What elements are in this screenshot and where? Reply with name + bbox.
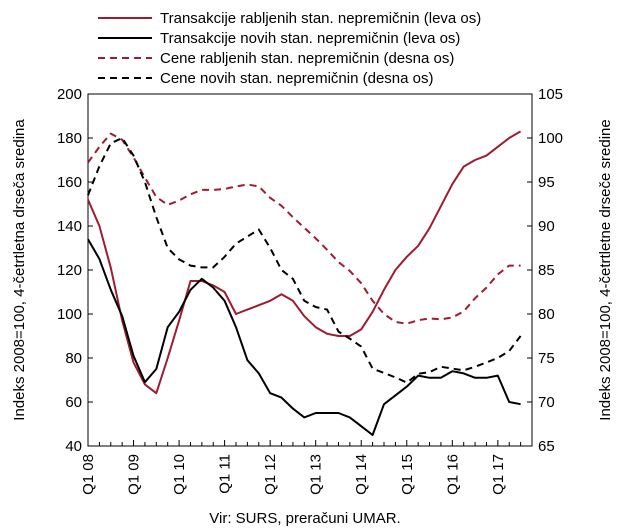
left-tick-label: 40 (65, 438, 82, 455)
left-tick-label: 60 (65, 394, 82, 411)
right-tick-label: 65 (538, 438, 555, 455)
x-tick-label: Q1 14 (353, 454, 370, 495)
series-line-3 (87, 132, 521, 325)
legend: Transakcije rabljenih stan. nepremičnin … (98, 10, 481, 87)
x-tick-label: Q1 11 (217, 454, 234, 494)
x-tick-label: Q1 17 (490, 454, 507, 495)
right-axis-title: Indeks 2008=100, 4-četrtletne drseče sre… (597, 119, 614, 420)
x-tick-label: Q1 09 (126, 454, 143, 495)
right-tick-label: 70 (538, 394, 555, 411)
right-tick-label: 100 (538, 130, 563, 147)
left-tick-label: 120 (57, 262, 82, 279)
series-line-1 (87, 130, 522, 395)
left-tick-label: 80 (65, 350, 82, 367)
left-tick-label: 200 (57, 86, 82, 103)
series-line-2 (87, 238, 521, 436)
legend-label-3: Cene rabljenih stan. nepremičnin (desna … (160, 50, 454, 67)
left-tick-label: 160 (57, 174, 82, 191)
legend-label-2: Transakcije novih stan. nepremičnin (lev… (160, 30, 460, 47)
x-tick-label: Q1 13 (308, 454, 325, 495)
x-tick-label: Q1 15 (399, 454, 416, 495)
x-tick-label: Q1 10 (171, 454, 188, 495)
legend-label-4: Cene novih stan. nepremičnin (desna os) (160, 70, 434, 87)
x-tick-label: Q1 08 (80, 454, 97, 495)
x-tick-label: Q1 16 (444, 454, 461, 495)
series-line-4 (87, 137, 522, 384)
x-axis-ticks: Q1 08 Q1 09 Q1 10 Q1 11 Q1 12 Q1 13 Q1 14 Q1 15… (80, 440, 533, 495)
right-tick-label: 75 (538, 350, 555, 367)
left-tick-label: 100 (57, 306, 82, 323)
legend-label-1: Transakcije rabljenih stan. nepremičnin … (160, 10, 481, 27)
right-tick-label: 85 (538, 262, 555, 279)
source-note: Vir: SURS, preračuni UMAR. (209, 510, 400, 527)
right-tick-label: 95 (538, 174, 555, 191)
left-axis-ticks: 40 60 80 100 120 140 160 180 200 (57, 86, 93, 455)
left-tick-label: 180 (57, 130, 82, 147)
right-axis-ticks: 65 70 75 80 85 90 95 100 105 (527, 86, 563, 455)
right-tick-label: 90 (538, 218, 555, 235)
right-tick-label: 105 (538, 86, 563, 103)
right-tick-label: 80 (538, 306, 555, 323)
plot-frame (87, 93, 533, 447)
left-tick-label: 140 (57, 218, 82, 235)
x-tick-label: Q1 12 (262, 454, 279, 495)
left-axis-title: Indeks 2008=100, 4-četrtletna drseča sre… (11, 119, 28, 421)
series-layer (87, 130, 522, 436)
